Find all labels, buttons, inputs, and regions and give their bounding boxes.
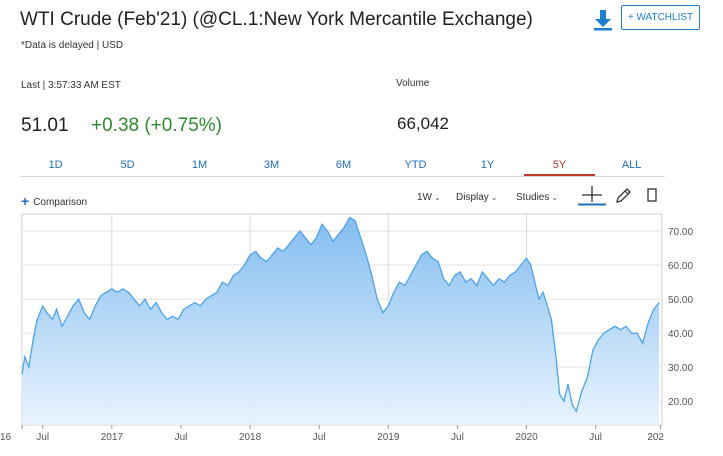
x-tick-label: Jul [451, 432, 464, 443]
trash-icon[interactable] [645, 184, 659, 206]
x-tick-label: Jul [313, 432, 326, 443]
tabs-divider [20, 176, 665, 177]
x-tick-label: Jul [175, 432, 188, 443]
interval-dropdown[interactable]: 1W ⌄ [417, 192, 441, 203]
display-label: Display [456, 192, 489, 203]
last-price: 51.01 [21, 115, 69, 136]
volume-label: Volume [396, 78, 430, 89]
data-delayed-note: *Data is delayed | USD [21, 40, 124, 51]
y-tick-label: 20.00 [668, 397, 693, 408]
pencil-icon[interactable] [614, 184, 632, 206]
chevron-down-icon: ⌄ [490, 193, 498, 202]
x-tick-label: 16 [0, 432, 12, 443]
comparison-button[interactable]: + Comparison [21, 193, 87, 209]
tab-1y[interactable]: 1Y [480, 159, 495, 171]
tab-5y[interactable]: 5Y [524, 154, 595, 176]
y-tick-label: 60.00 [668, 261, 693, 272]
tab-5d[interactable]: 5D [120, 159, 135, 171]
price-line [21, 216, 660, 414]
tab-ytd[interactable]: YTD [404, 159, 427, 171]
x-tick-label: 2017 [101, 432, 124, 443]
price-change: +0.38 (+0.75%) [91, 115, 222, 136]
crosshair-icon[interactable] [577, 184, 607, 206]
tab-all[interactable]: ALL [621, 159, 642, 171]
chevron-down-icon: ⌄ [551, 193, 559, 202]
studies-dropdown[interactable]: Studies ⌄ [516, 192, 558, 203]
display-dropdown[interactable]: Display ⌄ [456, 192, 498, 203]
y-tick-label: 30.00 [668, 363, 693, 374]
volume-value: 66,042 [397, 114, 449, 133]
x-tick-label: 2018 [239, 432, 262, 443]
y-tick-label: 70.00 [668, 227, 693, 238]
x-tick-label: 2020 [515, 432, 538, 443]
page-title: WTI Crude (Feb'21) (@CL.1:New York Merca… [20, 9, 533, 30]
comparison-label: Comparison [33, 197, 88, 208]
x-tick-label: Jul [589, 432, 602, 443]
plus-icon: + [21, 193, 30, 209]
tab-6m[interactable]: 6M [335, 159, 352, 171]
chevron-down-icon: ⌄ [434, 193, 441, 202]
tab-1m[interactable]: 1M [191, 159, 208, 171]
tab-3m[interactable]: 3M [263, 159, 280, 171]
x-tick-label: 2019 [377, 432, 400, 443]
studies-label: Studies [516, 192, 550, 203]
tab-1d[interactable]: 1D [48, 159, 63, 171]
x-tick-label: Jul [36, 432, 49, 443]
add-to-watchlist-button[interactable]: + WATCHLIST [621, 5, 700, 30]
download-icon[interactable] [593, 9, 613, 31]
price-area [22, 217, 660, 425]
x-tick-label: 202 [647, 432, 664, 443]
price-chart[interactable]: 70.00 60.00 50.00 40.00 30.00 20.00 16 Jul 2017 J… [0, 210, 723, 456]
last-trade-label: Last | 3:57:33 AM EST [21, 80, 121, 91]
y-tick-label: 40.00 [668, 329, 693, 340]
interval-label: 1W [417, 192, 432, 203]
range-tabs: 1D 5D 1M 3M 6M YTD 1Y 5Y ALL [20, 154, 665, 176]
y-tick-label: 50.00 [668, 295, 693, 306]
